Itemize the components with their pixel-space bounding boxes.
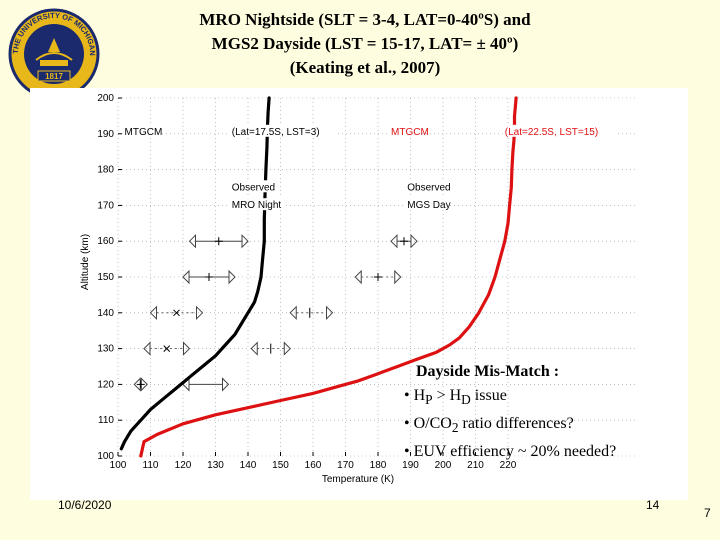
y-tick-label: 120 bbox=[97, 379, 114, 390]
x-tick-label: 130 bbox=[207, 460, 224, 471]
x-tick-label: 200 bbox=[435, 460, 452, 471]
annotation-heading: Dayside Mis-Match : bbox=[416, 363, 560, 380]
y-tick-label: 100 bbox=[97, 451, 114, 462]
obs-lower-bound-marker bbox=[289, 305, 297, 321]
x-tick-label: 190 bbox=[402, 460, 419, 471]
x-tick-label: 140 bbox=[240, 460, 257, 471]
mtgcm-day-profile-line bbox=[139, 96, 518, 458]
footer-date: 10/6/2020 bbox=[58, 498, 112, 512]
obs-value-marker bbox=[163, 345, 171, 352]
label-background bbox=[405, 198, 450, 211]
obs-lower-bound-marker bbox=[390, 233, 398, 249]
chart-annotation-label: MTGCM bbox=[125, 127, 163, 138]
obs-upper-bound-marker bbox=[196, 305, 204, 321]
label-background bbox=[122, 124, 155, 137]
obs-lower-bound-marker bbox=[143, 341, 151, 356]
obs-value-marker bbox=[173, 309, 180, 317]
annotation-bullet-o-co2: • O/CO2 ratio differences? bbox=[404, 415, 574, 436]
mtgcm-night-profile-line bbox=[119, 96, 271, 451]
obs-lower-bound-marker bbox=[149, 305, 157, 321]
chart-annotation-label: MGS Day bbox=[407, 200, 450, 211]
obs-upper-bound-marker bbox=[183, 341, 191, 356]
chart-annotation-label: Observed bbox=[232, 182, 275, 193]
x-tick-label: 150 bbox=[272, 460, 289, 471]
chart-annotation-label: Observed bbox=[407, 182, 450, 193]
obs-lower-bound-marker bbox=[250, 341, 258, 356]
obs-upper-bound-marker bbox=[228, 269, 236, 285]
label-background bbox=[229, 198, 286, 211]
obs-lower-bound-marker bbox=[188, 233, 196, 249]
label-background bbox=[502, 124, 616, 137]
y-tick-label: 190 bbox=[97, 129, 114, 140]
chart-annotation-label: (Lat=22.5S, LST=15) bbox=[505, 127, 598, 138]
label-background bbox=[229, 124, 337, 137]
title-line-3: (Keating et al., 2007) bbox=[289, 58, 441, 77]
obs-upper-bound-marker bbox=[283, 341, 291, 356]
chart-annotation-label: MRO Night bbox=[232, 200, 282, 211]
obs-upper-bound-marker bbox=[222, 377, 230, 392]
chart-annotation-label: MTGCM bbox=[391, 127, 429, 138]
x-axis-label: Temperature (K) bbox=[322, 474, 394, 485]
obs-upper-bound-marker bbox=[241, 233, 249, 249]
y-tick-label: 130 bbox=[97, 344, 114, 355]
dayside-mismatch-annotation: Dayside Mis-Match : • HP > HD issue • O/… bbox=[404, 360, 694, 464]
slide-title: MRO Nightside (SLT = 3-4, LAT=0-40ºS) an… bbox=[150, 8, 580, 80]
chart-annotation-label: (Lat=17.5S, LST=3) bbox=[232, 127, 320, 138]
x-tick-label: 210 bbox=[467, 460, 484, 471]
label-background bbox=[389, 124, 422, 137]
x-tick-label: 180 bbox=[370, 460, 387, 471]
x-tick-label: 160 bbox=[305, 460, 322, 471]
y-tick-label: 160 bbox=[97, 236, 114, 247]
annotation-bullet-hp-hd: • HP > HD issue bbox=[404, 387, 507, 408]
label-background bbox=[229, 180, 280, 193]
obs-upper-bound-marker bbox=[410, 233, 418, 249]
y-tick-label: 150 bbox=[97, 272, 114, 283]
annotation-bullet-euv: • EUV efficiency ~ 20% needed? bbox=[404, 443, 617, 461]
obs-upper-bound-marker bbox=[326, 305, 334, 321]
university-seal-logo: THE UNIVERSITY OF MICHIGAN 1817 bbox=[8, 8, 100, 100]
x-tick-label: 110 bbox=[143, 460, 159, 471]
seal-year: 1817 bbox=[45, 72, 63, 81]
label-background bbox=[405, 180, 455, 193]
y-axis-label: Altitude (km) bbox=[80, 234, 91, 290]
obs-lower-bound-marker bbox=[354, 269, 362, 285]
title-line-1: MRO Nightside (SLT = 3-4, LAT=0-40ºS) an… bbox=[199, 10, 531, 29]
y-tick-label: 140 bbox=[97, 308, 114, 319]
obs-upper-bound-marker bbox=[394, 269, 402, 285]
footer-slide-number: 7 bbox=[704, 506, 711, 520]
y-tick-label: 200 bbox=[97, 93, 114, 104]
x-tick-label: 170 bbox=[337, 460, 354, 471]
y-tick-label: 110 bbox=[98, 415, 114, 426]
footer-page-number: 14 bbox=[646, 498, 660, 512]
obs-lower-bound-marker bbox=[182, 269, 190, 285]
x-tick-label: 220 bbox=[500, 460, 517, 471]
y-tick-label: 180 bbox=[97, 165, 114, 176]
y-tick-label: 170 bbox=[97, 200, 114, 211]
x-tick-label: 120 bbox=[175, 460, 192, 471]
x-tick-label: 100 bbox=[110, 460, 127, 471]
title-line-2: MGS2 Dayside (LST = 15-17, LAT= ± 40º) bbox=[211, 34, 519, 53]
